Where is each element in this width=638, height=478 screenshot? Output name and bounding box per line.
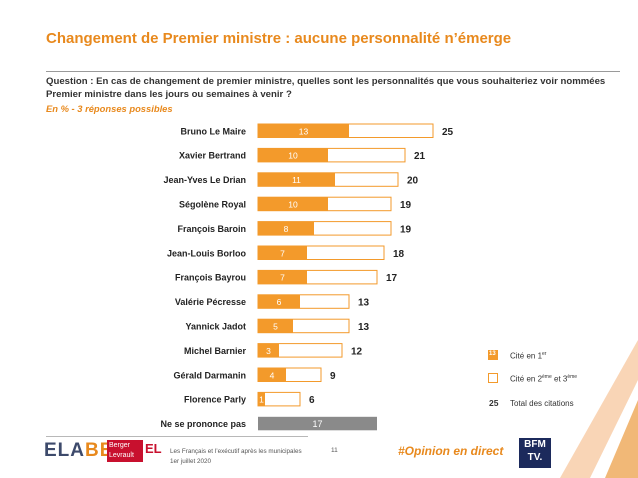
- bar-first-label: 7: [280, 273, 285, 283]
- title-divider: [46, 71, 620, 72]
- bar-first-mention: [258, 270, 307, 284]
- bar-total-label: 9: [330, 371, 336, 382]
- bar-first-mention: [258, 294, 300, 309]
- bar-total-label: 25: [442, 127, 454, 138]
- bar-first-mention: [258, 148, 328, 162]
- bar-first-label: 8: [284, 224, 289, 234]
- berger-levrault-logo: Berger Levrault: [107, 440, 143, 462]
- bar-total-label: 12: [351, 346, 363, 357]
- bar-first-label: 5: [273, 321, 278, 331]
- bar-first-label: 13: [299, 126, 309, 136]
- bar-total-label: 13: [358, 322, 370, 333]
- bar-first-label: 10: [288, 151, 298, 161]
- bar-first-mention: [258, 172, 335, 187]
- bfmtv-logo: BFM TV.: [519, 438, 551, 468]
- bar-first-mention: [258, 392, 265, 406]
- bar-value-label: 17: [312, 419, 322, 429]
- legend-first-value: 13: [489, 351, 496, 357]
- question-text: Question : En cas de changement de premi…: [46, 76, 606, 100]
- bar-first-label: 3: [266, 346, 271, 356]
- category-label: Ségolène Royal: [179, 199, 246, 209]
- page-title: Changement de Premier ministre : aucune …: [46, 30, 512, 47]
- legend-total-label: Total des citations: [510, 399, 574, 408]
- response-note: En % - 3 réponses possibles: [46, 103, 173, 114]
- hashtag: #Opinion en direct: [398, 444, 504, 458]
- bar-first-label: 7: [280, 248, 285, 258]
- category-label: Ne se prononce pas: [160, 419, 246, 429]
- category-label: Florence Parly: [184, 395, 246, 405]
- bar-first-mention: [258, 124, 349, 138]
- bar-no-opinion: [258, 416, 377, 431]
- bar-first-label: 6: [277, 297, 282, 307]
- category-label: Jean-Yves Le Drian: [163, 175, 246, 185]
- decorative-triangle: [560, 340, 638, 478]
- category-label: Jean-Louis Borloo: [167, 248, 247, 258]
- bar-first-label: 1: [259, 395, 264, 405]
- footer-study-info: Les Français et l’exécutif après les mun…: [170, 448, 302, 465]
- bar-first-mention: [258, 343, 279, 358]
- category-label: Valérie Pécresse: [175, 297, 246, 307]
- elabe-logo: ELABE: [44, 440, 114, 461]
- category-label: François Baroin: [177, 224, 246, 234]
- legend-other-swatch: [488, 373, 498, 383]
- legend-other-label: Cité en 2ème et 3ème: [510, 374, 578, 384]
- bar-first-mention: [258, 221, 314, 236]
- category-label: Bruno Le Maire: [180, 126, 246, 136]
- bar-first-label: 11: [292, 175, 301, 185]
- bar-first-mention: [258, 197, 328, 211]
- partner-tag: EL: [145, 441, 162, 456]
- category-label: Xavier Bertrand: [179, 151, 246, 161]
- bar-total-label: 18: [393, 249, 405, 260]
- page-number: 11: [331, 447, 338, 454]
- bar-total-label: 17: [386, 273, 398, 284]
- bar-total-label: 20: [407, 176, 419, 187]
- category-label: Michel Barnier: [184, 346, 247, 356]
- bar-first-mention: [258, 246, 307, 260]
- bar-total-label: 13: [358, 298, 370, 309]
- category-label: Gérald Darmanin: [173, 370, 246, 380]
- category-label: Yannick Jadot: [185, 321, 246, 331]
- legend-first-swatch: [488, 350, 498, 360]
- category-label: François Bayrou: [175, 273, 246, 283]
- footer-divider: [46, 436, 308, 437]
- bar-total-label: 19: [400, 200, 412, 211]
- bar-total-label: 6: [309, 395, 315, 406]
- bar-first-mention: [258, 368, 286, 382]
- bar-first-label: 10: [288, 199, 298, 209]
- bar-first-mention: [258, 319, 293, 333]
- bar-total-label: 19: [400, 224, 412, 235]
- bar-total-label: 21: [414, 151, 426, 162]
- legend-first-label: Cité en 1er: [510, 351, 547, 361]
- legend-total-value: 25: [489, 398, 499, 408]
- bar-first-label: 4: [270, 370, 275, 380]
